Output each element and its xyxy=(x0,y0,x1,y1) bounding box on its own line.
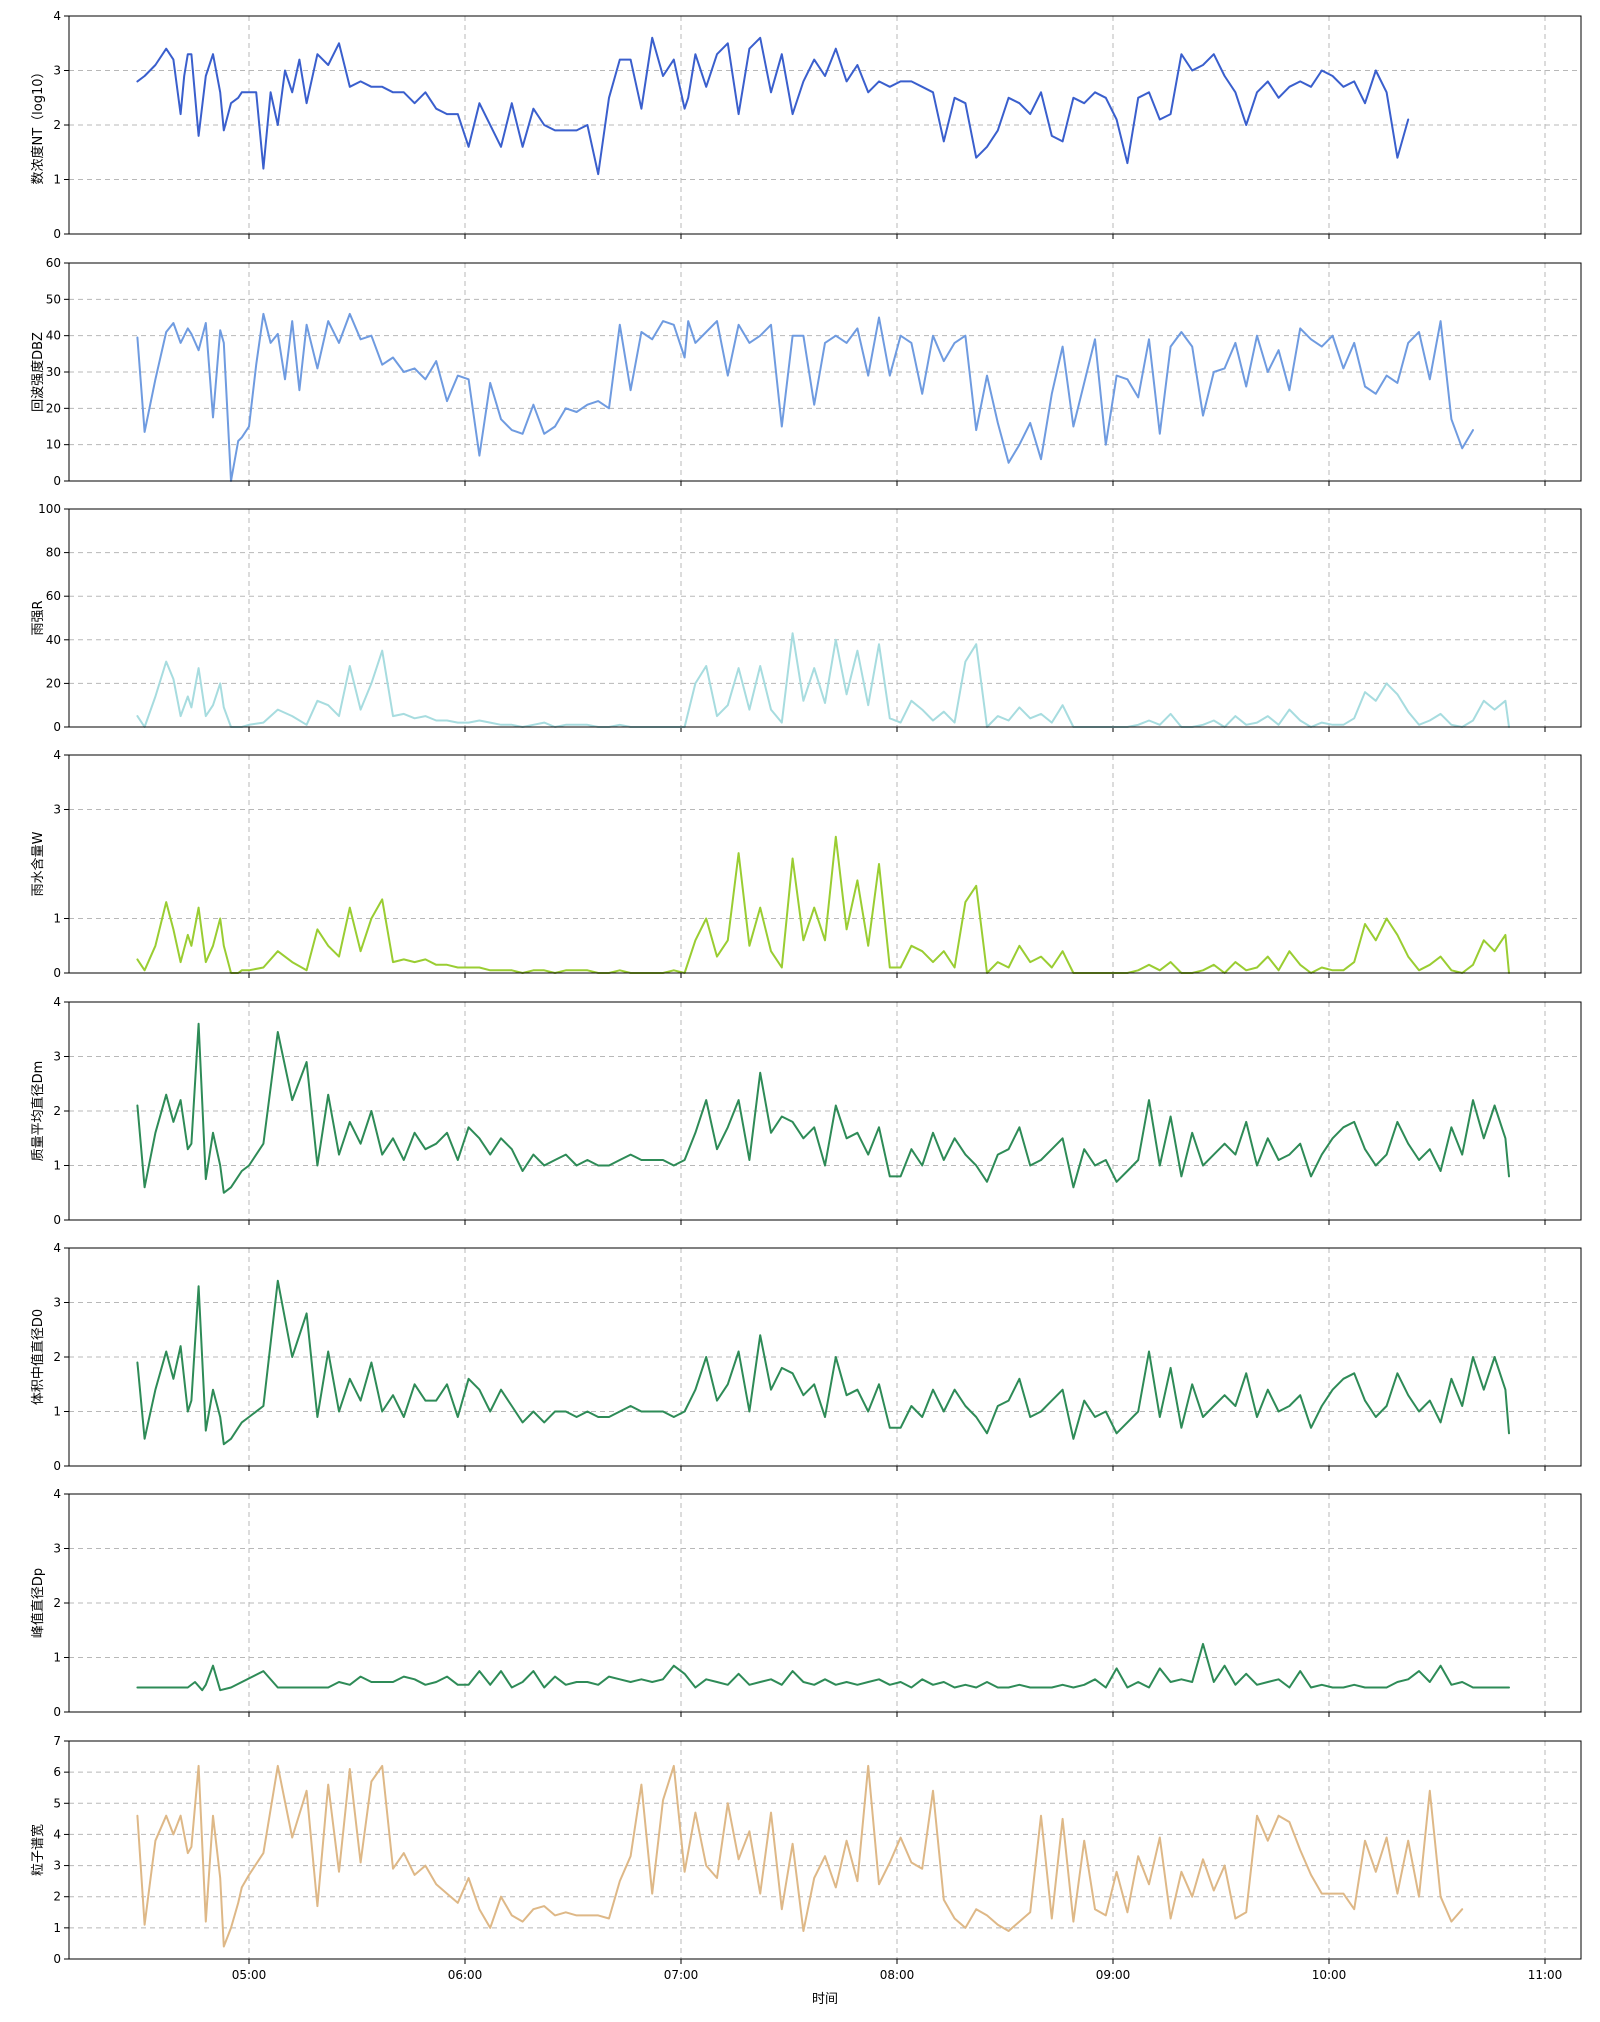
y-axis-label: 体积中值直径D0 xyxy=(30,1309,46,1405)
subplot-2: 0 10 20 30 40 50 60 回波强度DBZ xyxy=(30,256,1582,488)
y-axis-label: 峰值直径Dp xyxy=(30,1568,46,1638)
y-tick-label: 7 xyxy=(53,1734,61,1748)
x-tick-label: 05:00 xyxy=(232,1968,267,1982)
y-tick-label: 0 xyxy=(53,1705,61,1719)
x-tick-label: 08:00 xyxy=(880,1968,915,1982)
y-tick-label: 10 xyxy=(46,438,61,452)
y-tick-label: 0 xyxy=(53,966,61,980)
y-tick-label: 1 xyxy=(53,1921,61,1935)
axes-frame xyxy=(68,1740,1582,1960)
axes-frame xyxy=(68,508,1582,728)
subplot-5: 0 1 2 3 4 质量平均直径Dm xyxy=(31,995,1582,1227)
y-tick-label: 80 xyxy=(46,546,61,560)
subplot-7: 0 1 2 3 4 峰值直径Dp xyxy=(30,1487,1582,1719)
y-tick-label: 2 xyxy=(53,118,61,132)
y-tick-label: 1 xyxy=(53,1159,61,1173)
subplot-3: 0 20 40 60 80 100 雨强R xyxy=(31,502,1582,734)
y-tick-label: 4 xyxy=(53,1487,61,1501)
y-tick-label: 40 xyxy=(46,329,61,343)
y-tick-label: 3 xyxy=(53,803,61,817)
y-tick-label: 3 xyxy=(53,1296,61,1310)
axes-frame xyxy=(68,1493,1582,1713)
y-tick-label: 3 xyxy=(53,64,61,78)
axes-frame xyxy=(68,262,1582,482)
subplot-4: 0 1 3 4 雨水含量W xyxy=(30,748,1582,980)
x-tick-label: 07:00 xyxy=(664,1968,699,1982)
y-tick-label: 0 xyxy=(53,474,61,488)
y-tick-label: 100 xyxy=(38,502,61,516)
y-axis-label: 回波强度DBZ xyxy=(30,332,46,412)
y-tick-label: 20 xyxy=(46,676,61,690)
y-axis-label: 数浓度NT（log10） xyxy=(30,65,46,184)
subplot-6: 0 1 2 3 4 体积中值直径D0 xyxy=(30,1241,1582,1473)
y-tick-label: 4 xyxy=(53,1827,61,1841)
x-tick-label: 10:00 xyxy=(1312,1968,1347,1982)
x-tick-label: 06:00 xyxy=(448,1968,483,1982)
y-tick-label: 50 xyxy=(46,292,61,306)
axes-frame xyxy=(68,1001,1582,1221)
y-tick-label: 1 xyxy=(53,912,61,926)
y-tick-label: 4 xyxy=(53,9,61,23)
x-tick-label: 09:00 xyxy=(1096,1968,1131,1982)
subplots: 01234数浓度NT（log10）0102030405060回波强度DBZ020… xyxy=(30,9,1582,1982)
y-tick-label: 2 xyxy=(53,1596,61,1610)
y-tick-label: 1 xyxy=(53,1651,61,1665)
y-tick-label: 2 xyxy=(53,1104,61,1118)
y-tick-label: 1 xyxy=(53,1405,61,1419)
y-axis-label: 雨强R xyxy=(31,600,46,635)
subplot-8: 0 1 2 3 4 5 6 7 05:00 06:00 07:00 08:00 09:00 10:00 11… xyxy=(30,1734,1582,1982)
y-tick-label: 2 xyxy=(53,1890,61,1904)
y-tick-label: 5 xyxy=(53,1796,61,1810)
series-line-1 xyxy=(136,36,1410,176)
y-tick-label: 4 xyxy=(53,1241,61,1255)
y-tick-label: 0 xyxy=(53,1213,61,1227)
axes-frame xyxy=(68,754,1582,974)
y-tick-label: 0 xyxy=(53,227,61,241)
y-tick-label: 3 xyxy=(53,1542,61,1556)
series-line-4 xyxy=(136,835,1510,974)
series-line-2 xyxy=(136,312,1474,482)
axes-frame xyxy=(68,15,1582,235)
x-axis-label: 时间 xyxy=(812,1992,838,2007)
series-line-3 xyxy=(136,632,1510,728)
y-tick-label: 0 xyxy=(53,1952,61,1966)
series-line-5 xyxy=(136,1022,1510,1194)
series-line-8 xyxy=(136,1764,1464,1948)
series-line-6 xyxy=(136,1279,1510,1446)
y-tick-label: 6 xyxy=(53,1765,61,1779)
y-tick-label: 2 xyxy=(53,1350,61,1364)
y-tick-label: 30 xyxy=(46,365,61,379)
y-tick-label: 40 xyxy=(46,633,61,647)
y-axis-label: 粒子谱宽 xyxy=(30,1824,46,1876)
y-axis-label: 质量平均直径Dm xyxy=(31,1061,46,1162)
y-tick-label: 0 xyxy=(53,720,61,734)
y-tick-label: 20 xyxy=(46,401,61,415)
y-tick-label: 0 xyxy=(53,1459,61,1473)
y-tick-label: 3 xyxy=(53,1050,61,1064)
y-tick-label: 4 xyxy=(53,995,61,1009)
y-tick-label: 4 xyxy=(53,748,61,762)
y-tick-label: 3 xyxy=(53,1859,61,1873)
y-tick-label: 60 xyxy=(46,589,61,603)
y-axis-label: 雨水含量W xyxy=(30,831,46,896)
subplot-1: 0 1 2 3 4 数浓度NT（log10） xyxy=(30,9,1582,241)
x-tick-label: 11:00 xyxy=(1528,1968,1563,1982)
y-tick-label: 1 xyxy=(53,173,61,187)
y-tick-label: 60 xyxy=(46,256,61,270)
series-line-7 xyxy=(136,1642,1510,1692)
axes-frame xyxy=(68,1247,1582,1467)
